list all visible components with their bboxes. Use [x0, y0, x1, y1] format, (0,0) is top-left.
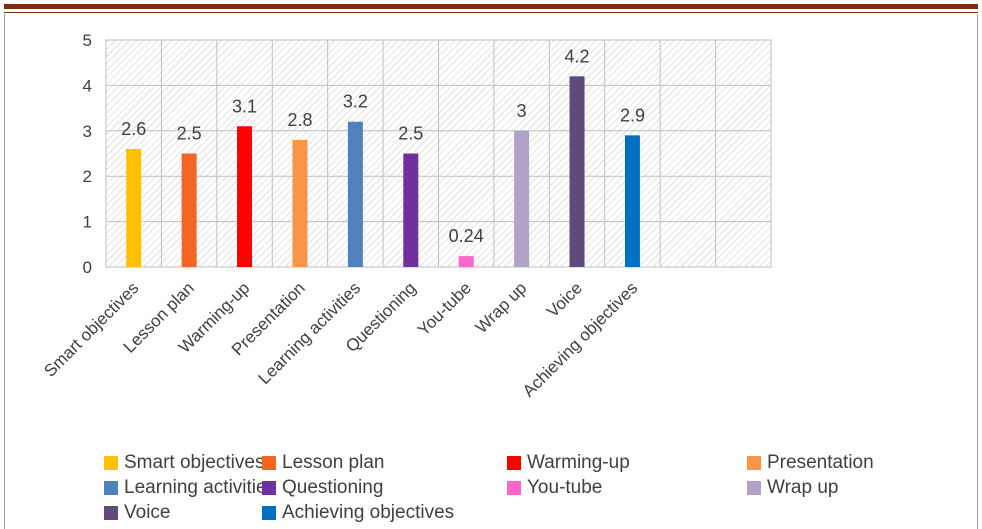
header-rule-thin	[4, 12, 978, 13]
legend-swatch	[104, 456, 118, 470]
legend-item: Smart objectives	[104, 452, 265, 474]
y-tick-label: 3	[83, 122, 92, 141]
legend-label: Voice	[124, 502, 171, 523]
chart-legend: Smart objectives Lesson plan Warming-up Pre…	[104, 452, 964, 524]
y-tick-label: 2	[83, 167, 92, 186]
legend-swatch	[507, 481, 521, 495]
data-label: 3	[517, 101, 527, 121]
bar	[181, 153, 197, 267]
data-label: 2.9	[620, 105, 645, 125]
legend-label: Lesson plan	[282, 452, 385, 473]
legend-item: Wrap up	[747, 477, 957, 499]
legend-swatch	[747, 456, 761, 470]
y-tick-label: 1	[83, 213, 92, 232]
legend-item: You-tube	[507, 477, 747, 499]
x-tick-label: Learning activities	[255, 278, 365, 388]
data-label: 2.5	[398, 124, 423, 144]
legend-item: Warming-up	[507, 452, 747, 474]
y-tick-label: 4	[83, 76, 92, 95]
data-label: 2.5	[177, 124, 202, 144]
legend-swatch	[104, 506, 118, 520]
data-label: 3.2	[343, 92, 368, 112]
y-tick-label: 0	[83, 258, 92, 277]
frame-left-border	[4, 14, 5, 529]
legend-label: You-tube	[527, 477, 603, 498]
legend-item: Learning activities	[104, 477, 276, 499]
x-tick-label: Wrap up	[472, 278, 531, 337]
legend-label: Questioning	[282, 477, 384, 498]
legend-item: Presentation	[747, 452, 957, 474]
legend-swatch	[104, 481, 118, 495]
legend-swatch	[262, 506, 276, 520]
legend-item: Achieving objectives	[262, 502, 507, 524]
bar	[514, 130, 530, 267]
bar	[347, 121, 363, 267]
y-tick-label: 5	[83, 31, 92, 50]
legend-label: Learning activities	[124, 477, 277, 498]
legend-item: Voice	[104, 502, 262, 524]
bar	[458, 256, 474, 267]
frame-right-border	[977, 14, 978, 529]
bar	[237, 126, 253, 267]
legend-label: Smart objectives	[124, 452, 265, 473]
legend-label: Warming-up	[527, 452, 630, 473]
x-tick-label: Voice	[543, 278, 586, 321]
x-tick-label: You-tube	[414, 278, 475, 339]
legend-label: Presentation	[767, 452, 874, 473]
legend-label: Wrap up	[767, 477, 839, 498]
legend-item: Lesson plan	[262, 452, 507, 474]
data-label: 2.8	[287, 110, 312, 130]
legend-swatch	[507, 456, 521, 470]
legend-item: Questioning	[262, 477, 507, 499]
data-label: 0.24	[449, 226, 484, 246]
legend-swatch	[262, 481, 276, 495]
bar	[569, 76, 585, 267]
data-label: 4.2	[565, 46, 590, 66]
legend-label: Achieving objectives	[282, 502, 455, 523]
bar	[403, 153, 419, 267]
data-label: 2.6	[121, 119, 146, 139]
bar	[624, 135, 640, 267]
data-label: 3.1	[232, 96, 257, 116]
header-rule-thick	[4, 4, 978, 9]
x-tick-label: Smart objectives	[40, 278, 142, 380]
legend-swatch	[262, 456, 276, 470]
legend-swatch	[747, 481, 761, 495]
bar	[126, 148, 142, 267]
bar	[292, 139, 308, 267]
